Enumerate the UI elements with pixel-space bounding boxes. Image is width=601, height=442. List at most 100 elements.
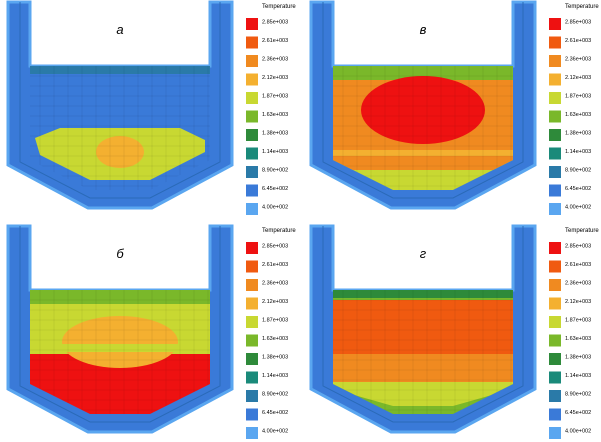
legend-label: 1.87e+003	[565, 317, 591, 323]
legend-label: 2.36e+003	[262, 56, 288, 62]
contour	[333, 290, 513, 414]
legend-swatch	[549, 73, 561, 86]
legend-label: 2.12e+003	[565, 75, 591, 81]
legend-label: 2.85e+003	[262, 19, 288, 25]
legend-label: 1.87e+003	[565, 93, 591, 99]
legend-label: 1.87e+003	[262, 317, 288, 323]
legend-swatch	[246, 297, 258, 310]
legend-label: 1.38e+003	[565, 130, 591, 136]
legend-swatch	[549, 316, 561, 328]
legend-swatch	[549, 279, 561, 291]
legend-swatch	[246, 427, 258, 439]
legend-swatch	[549, 408, 561, 421]
contour-region	[30, 290, 210, 304]
legend-swatch	[246, 73, 258, 86]
legend-label: 2.85e+003	[565, 243, 591, 249]
legend-label: 2.36e+003	[262, 280, 288, 286]
legend-swatch	[246, 390, 258, 402]
contour	[30, 66, 210, 190]
panel-label: б	[116, 246, 124, 261]
legend-title: Temperature	[565, 4, 599, 10]
legend-swatch	[549, 129, 561, 141]
legend-swatch	[246, 92, 258, 104]
legend-label: 1.38e+003	[262, 354, 288, 360]
legend-label: 2.12e+003	[262, 299, 288, 305]
legend-swatch	[549, 166, 561, 178]
legend-label: 2.85e+003	[262, 243, 288, 249]
legend-label: 2.12e+003	[262, 75, 288, 81]
legend-label: 1.63e+003	[262, 112, 288, 118]
legend-swatch	[246, 36, 258, 49]
legend-label: 8.90e+002	[262, 167, 288, 173]
contour-region	[30, 344, 210, 352]
legend-swatch	[246, 279, 258, 291]
legend-label: 1.14e+003	[565, 373, 591, 379]
legend-swatch	[246, 408, 258, 421]
contour-region	[333, 150, 513, 156]
legend-swatch	[246, 316, 258, 328]
legend-swatch	[246, 371, 258, 384]
legend-swatch	[246, 18, 258, 30]
legend-swatch	[246, 110, 258, 123]
legend-label: 1.14e+003	[262, 149, 288, 155]
legend-label: 8.90e+002	[262, 391, 288, 397]
panel: а Temperature 2.85e+003 2.61e+003 2.36e+003 2…	[6, 0, 296, 215]
legend-swatch	[246, 55, 258, 67]
legend-swatch	[246, 260, 258, 273]
legend-label: 2.85e+003	[565, 19, 591, 25]
vessel-inner-wall	[19, 2, 221, 199]
panel: б Temperature 2.85e+003 2.61e+003 2.36e+003 2…	[6, 224, 296, 439]
contour-region	[62, 316, 178, 368]
contour-region	[333, 66, 513, 80]
legend-swatch	[246, 353, 258, 365]
legend-label: 2.61e+003	[262, 262, 288, 268]
legend-swatch	[246, 147, 258, 160]
legend-swatch	[549, 371, 561, 384]
legend-label: 4.00e+002	[565, 204, 591, 210]
vessel-inner-wall	[322, 2, 524, 199]
legend-swatch	[246, 129, 258, 141]
legend-swatch	[549, 203, 561, 215]
legend-label: 8.90e+002	[565, 167, 591, 173]
legend-label: 2.12e+003	[565, 299, 591, 305]
legend-swatch	[549, 110, 561, 123]
legend-swatch	[549, 36, 561, 49]
contour	[30, 290, 210, 414]
legend-swatch	[246, 242, 258, 254]
legend-swatch	[549, 18, 561, 30]
legend-swatch	[246, 334, 258, 347]
legend-swatch	[549, 55, 561, 67]
legend-swatch	[246, 203, 258, 215]
legend-title: Temperature	[565, 228, 599, 234]
contour-region	[96, 136, 144, 168]
legend-label: 4.00e+002	[262, 428, 288, 434]
legend-label: 4.00e+002	[262, 204, 288, 210]
panel-label: в	[420, 22, 427, 37]
legend-label: 2.36e+003	[565, 280, 591, 286]
legend-swatch	[549, 297, 561, 310]
panel: в Temperature 2.85e+003 2.61e+003 2.36e+003 2…	[309, 0, 599, 215]
vessel-inner-wall	[322, 226, 524, 423]
panel-label: а	[116, 22, 123, 37]
legend-label: 6.45e+002	[565, 186, 591, 192]
legend-label: 6.45e+002	[565, 410, 591, 416]
legend-swatch	[246, 184, 258, 197]
legend-swatch	[549, 184, 561, 197]
panel: г Temperature 2.85e+003 2.61e+003 2.36e+003 2…	[309, 224, 599, 439]
legend-label: 1.63e+003	[262, 336, 288, 342]
legend-label: 1.63e+003	[565, 336, 591, 342]
legend-label: 2.36e+003	[565, 56, 591, 62]
legend-swatch	[549, 390, 561, 402]
legend-label: 1.38e+003	[565, 354, 591, 360]
contour-region	[333, 290, 513, 298]
legend-swatch	[549, 92, 561, 104]
legend-swatch	[549, 147, 561, 160]
legend-swatch	[549, 353, 561, 365]
legend-label: 6.45e+002	[262, 186, 288, 192]
legend-swatch	[549, 427, 561, 439]
legend-swatch	[549, 260, 561, 273]
legend-label: 8.90e+002	[565, 391, 591, 397]
legend-label: 1.14e+003	[565, 149, 591, 155]
legend-label: 1.87e+003	[262, 93, 288, 99]
